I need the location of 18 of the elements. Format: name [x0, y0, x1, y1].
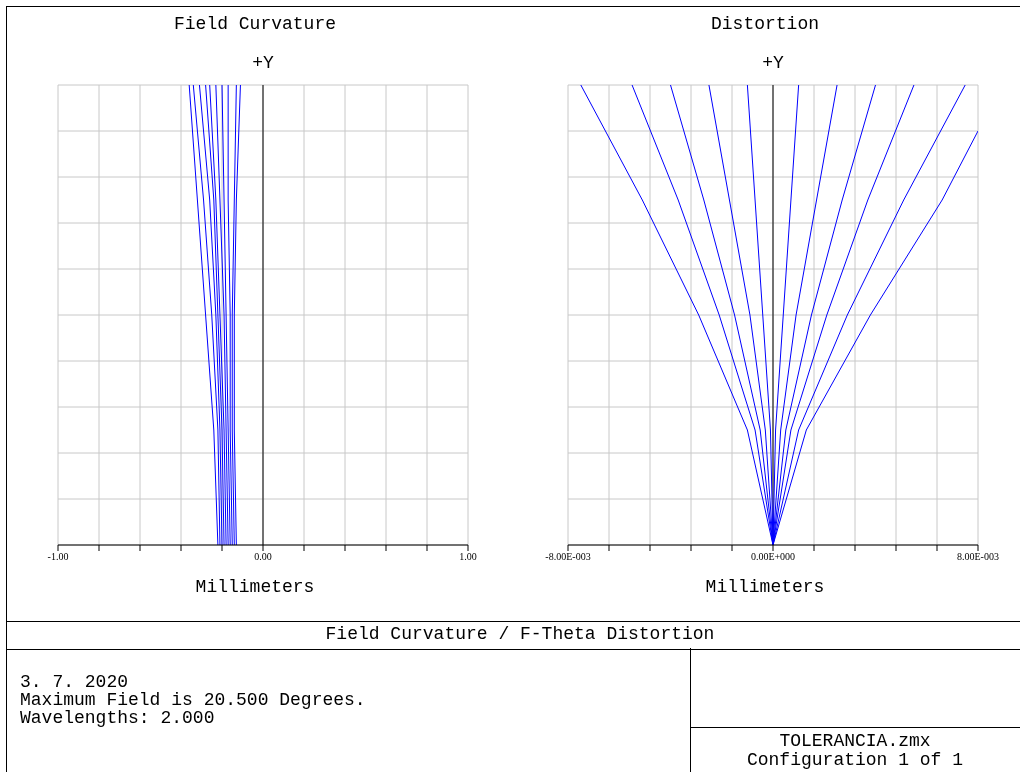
text: Maximum Field is 20.500 Degrees. [20, 690, 366, 710]
text: TOLERANCIA.zmx [778, 731, 932, 751]
x-tick-label: 0.00E+000 [750, 551, 796, 563]
chart-title: Distortion [710, 14, 820, 34]
y-axis-title: +Y [761, 53, 785, 73]
y-axis-title: +Y [251, 53, 275, 73]
text: Field Curvature / F-Theta Distortion [324, 624, 716, 644]
x-tick-label: 0.00 [254, 551, 272, 563]
chart-title: Field Curvature [173, 14, 337, 34]
x-axis-title: Millimeters [194, 577, 316, 597]
x-tick-label: 1.00 [459, 551, 477, 563]
text: 3. 7. 2020 [20, 672, 129, 692]
text: Configuration 1 of 1 [745, 750, 964, 770]
x-axis-title: Millimeters [704, 577, 826, 597]
x-tick-label: 8.00E-003 [957, 551, 999, 563]
x-tick-label: -1.00 [47, 551, 69, 563]
x-tick-label: -8.00E-003 [545, 551, 591, 563]
text: Wavelengths: 2.000 [20, 708, 215, 728]
